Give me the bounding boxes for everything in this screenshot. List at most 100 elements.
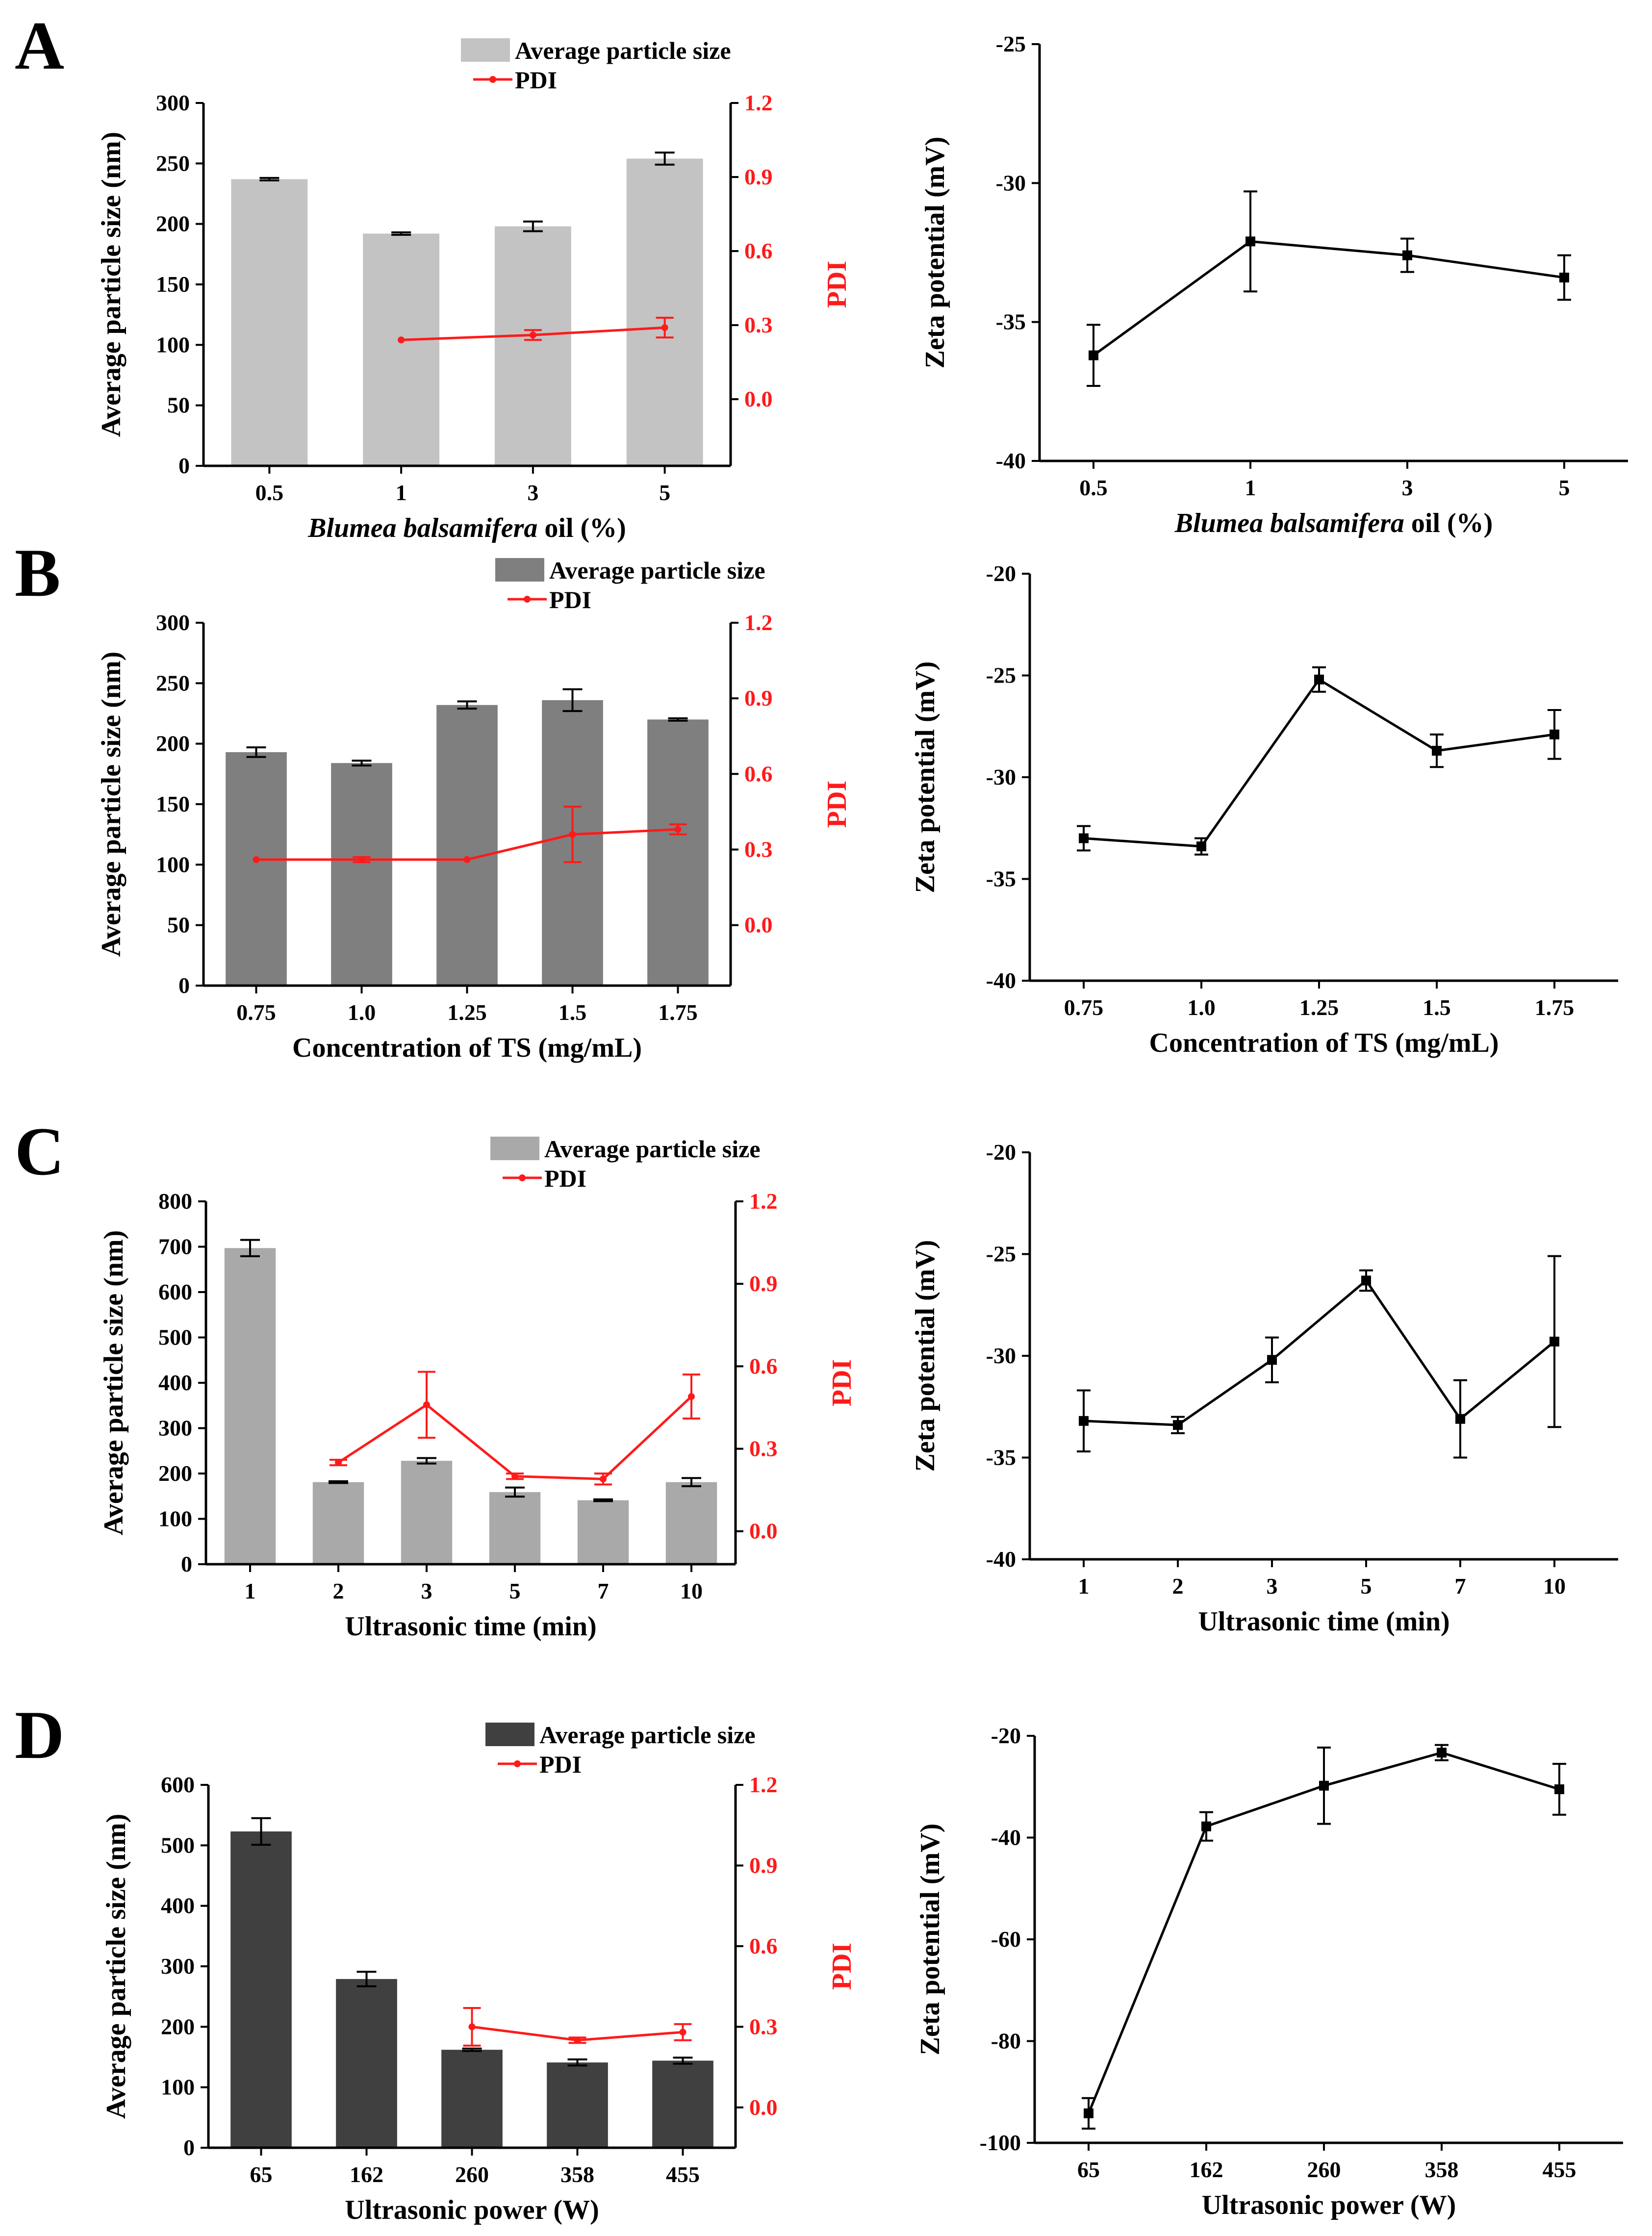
legend-pdi-marker (519, 1174, 526, 1181)
y-tick-label: 300 (161, 1954, 195, 1979)
y-tick-label: 100 (161, 2075, 195, 2100)
x-tick-label: 1.75 (1535, 995, 1575, 1020)
y-tick-label: 0 (178, 973, 190, 998)
zeta-point (1079, 1416, 1089, 1426)
panel-letter: C (15, 1114, 64, 1190)
bar (436, 705, 498, 986)
x-axis-title-part: Ultrasonic power (W) (1202, 2190, 1456, 2220)
zeta-point (1245, 236, 1255, 247)
bar-chart-a: A 0 50 100 150 200 250 300 0.0 0.3 0.6 0.9 1.2 0.5 1 3 5… (15, 8, 852, 543)
x-axis-title-part: Blumea balsamifera (1174, 508, 1404, 538)
y-tick-label: 50 (167, 913, 190, 938)
y-tick-label: 150 (156, 272, 190, 297)
y-tick-label: 50 (167, 393, 190, 418)
zeta-point (1196, 841, 1206, 852)
y2-tick-label: 0.0 (744, 386, 773, 411)
bar-chart-d: D 0 100 200 300 400 500 600 0.0 0.3 0.6 0.9 1.2 65 162… (15, 1697, 857, 2225)
y2-tick-label: 0.6 (744, 238, 773, 263)
y2-tick-label: 0.0 (749, 2095, 778, 2120)
bar (224, 1248, 276, 1564)
x-tick-label: 0.5 (1079, 475, 1108, 500)
x-tick-label: 162 (350, 2162, 383, 2187)
y-tick-label: -100 (980, 2130, 1021, 2155)
y-tick-label: -60 (991, 1927, 1021, 1952)
bar (577, 1500, 629, 1564)
y2-tick-label: 0.9 (749, 1853, 778, 1878)
panel-letter: A (15, 8, 64, 84)
y2-tick-label: 1.2 (749, 1189, 778, 1214)
pdi-point (661, 324, 668, 331)
y2-tick-label: 0.6 (749, 1933, 778, 1958)
legend-label: Average particle size (549, 557, 765, 584)
y-tick-label: -20 (986, 561, 1016, 586)
zeta-point (1267, 1355, 1277, 1365)
y2-tick-label: 0.9 (744, 686, 773, 711)
bar (489, 1492, 541, 1564)
y-tick-label: -40 (986, 968, 1016, 993)
y-tick-label: -40 (986, 1547, 1016, 1572)
y-tick-label: -40 (991, 1825, 1021, 1850)
zeta-point (1455, 1414, 1465, 1424)
x-tick-label: 1 (1078, 1574, 1090, 1599)
pdi-point (398, 336, 405, 344)
pdi-point (679, 2029, 686, 2036)
zeta-point (1554, 1784, 1564, 1794)
y-axis-title: Average particle size (nm) (99, 1230, 129, 1535)
panel-letter: D (15, 1697, 64, 1773)
x-axis-title: Concentration of TS (mg/mL) (292, 1033, 642, 1063)
zeta-point (1432, 746, 1442, 756)
x-tick-label: 3 (527, 480, 538, 505)
bar (363, 233, 440, 466)
y2-tick-label: 0.9 (744, 164, 773, 189)
y2-tick-label: 0.3 (749, 1436, 778, 1461)
x-tick-label: 1 (245, 1578, 256, 1603)
y-tick-label: 600 (161, 1772, 195, 1797)
zeta-chart-c: -40 -35 -30 -25 -20 1 2 3 5 7 10 Zeta potential (mV… (910, 1140, 1618, 1637)
y-tick-label: -35 (996, 309, 1026, 334)
y-axis-title: Zeta potential (mV) (910, 1240, 940, 1472)
x-tick-label: 3 (1267, 1574, 1278, 1599)
legend-bar-swatch (461, 38, 510, 62)
zeta-point (1079, 833, 1089, 843)
x-tick-label: 10 (1543, 1574, 1566, 1599)
legend-label: PDI (515, 66, 557, 94)
y2-tick-label: 1.2 (744, 610, 773, 635)
zeta-point (1084, 2108, 1093, 2118)
legend-label: PDI (544, 1165, 586, 1192)
y2-axis-title: PDI (822, 781, 852, 828)
x-tick-label: 1.25 (447, 1000, 487, 1025)
legend-label: PDI (549, 586, 591, 613)
x-tick-label: 1.5 (1423, 995, 1451, 1020)
y-tick-label: 100 (158, 1506, 192, 1531)
y-tick-label: 700 (158, 1234, 192, 1259)
x-tick-label: 1.5 (559, 1000, 587, 1025)
legend-label: Average particle size (544, 1135, 761, 1163)
pdi-point (358, 856, 365, 864)
y-tick-label: 600 (158, 1279, 192, 1304)
pdi-point (468, 2023, 476, 2031)
y2-tick-label: 0.3 (744, 837, 773, 862)
y2-axis-title: PDI (827, 1359, 857, 1406)
pdi-point (688, 1393, 695, 1400)
y-tick-label: -80 (991, 2029, 1021, 2054)
zeta-point (1550, 1336, 1559, 1347)
y2-tick-label: 1.2 (744, 90, 773, 115)
y-tick-label: 0 (181, 1551, 192, 1576)
y2-tick-label: 0.0 (749, 1519, 778, 1544)
zeta-point (1089, 350, 1098, 360)
legend-bar-swatch (485, 1723, 534, 1746)
legend-pdi-marker (514, 1760, 521, 1767)
x-axis-title-part: oil (%) (537, 513, 626, 543)
y-tick-label: 500 (158, 1325, 192, 1350)
x-tick-label: 0.75 (1064, 995, 1104, 1020)
legend-bar-swatch (490, 1137, 539, 1160)
x-tick-label: 162 (1190, 2157, 1223, 2182)
x-tick-label: 1 (1245, 475, 1256, 500)
y-tick-label: -25 (986, 663, 1016, 688)
y-tick-label: 150 (156, 791, 190, 816)
y-tick-label: -30 (986, 1343, 1016, 1368)
x-tick-label: 455 (666, 2162, 700, 2187)
pdi-point (335, 1459, 342, 1466)
